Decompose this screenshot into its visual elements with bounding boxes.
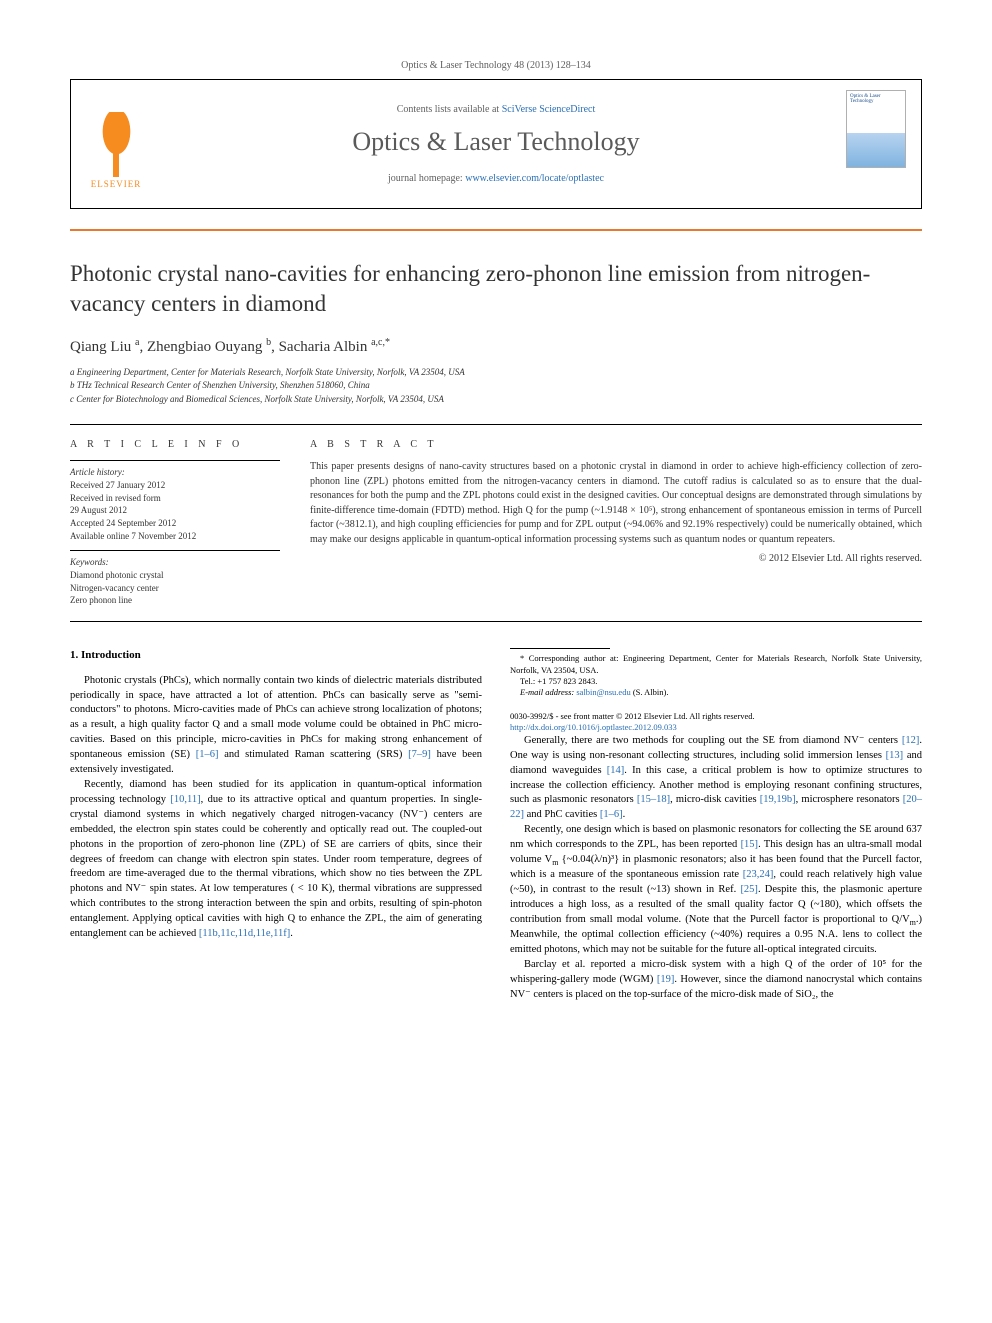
journal-header-box: ELSEVIER Contents lists available at Sci…: [70, 79, 922, 209]
p1-t2: and stimulated Raman scattering (SRS): [218, 749, 408, 760]
p2-t3: .: [290, 928, 293, 939]
p3-t7: and PhC cavities: [524, 809, 600, 820]
history-label: Article history:: [70, 467, 280, 477]
paragraph-1: Photonic crystals (PhCs), which normally…: [70, 674, 482, 778]
ref-23-24[interactable]: [23,24]: [743, 869, 774, 880]
p2-t2: , due to its attractive optical and quan…: [70, 794, 482, 939]
ref-7-9[interactable]: [7–9]: [408, 749, 431, 760]
ref-14[interactable]: [14]: [607, 765, 625, 776]
ref-13[interactable]: [13]: [886, 750, 904, 761]
abstract-label: A B S T R A C T: [310, 439, 922, 450]
homepage-link[interactable]: www.elsevier.com/locate/optlastec: [465, 173, 604, 184]
orange-rule: [70, 229, 922, 231]
info-inner-rule-2: [70, 550, 280, 551]
contents-lists-line: Contents lists available at SciVerse Sci…: [397, 104, 596, 115]
article-info-column: A R T I C L E I N F O Article history: R…: [70, 439, 280, 607]
article-title: Photonic crystal nano-cavities for enhan…: [70, 259, 922, 319]
body-text-columns: 1. Introduction Photonic crystals (PhCs)…: [70, 648, 922, 1003]
telephone-note: Tel.: +1 757 823 2843.: [510, 676, 922, 687]
paragraph-3: Generally, there are two methods for cou…: [510, 734, 922, 823]
ref-19-19b[interactable]: [19,19b]: [760, 794, 796, 805]
affiliation-b: b THz Technical Research Center of Shenz…: [70, 379, 922, 393]
history-accepted: Accepted 24 September 2012: [70, 517, 280, 530]
journal-homepage-line: journal homepage: www.elsevier.com/locat…: [388, 173, 604, 184]
corresponding-author-note: * Corresponding author at: Engineering D…: [510, 653, 922, 676]
journal-title: Optics & Laser Technology: [352, 127, 639, 157]
ref-19[interactable]: [19]: [657, 974, 675, 985]
p3-t5: , micro-disk cavities: [670, 794, 760, 805]
footer-block: 0030-3992/$ - see front matter © 2012 El…: [510, 711, 922, 734]
abstract-column: A B S T R A C T This paper presents desi…: [310, 439, 922, 607]
ref-25[interactable]: [25]: [740, 884, 758, 895]
affiliation-a: a Engineering Department, Center for Mat…: [70, 366, 922, 380]
paragraph-5: Barclay et al. reported a micro-disk sys…: [510, 958, 922, 1003]
p3-t1: Generally, there are two methods for cou…: [524, 735, 902, 746]
paragraph-2: Recently, diamond has been studied for i…: [70, 778, 482, 942]
journal-cover-area: Optics & Laser Technology: [831, 80, 921, 208]
info-inner-rule-1: [70, 460, 280, 461]
elsevier-text: ELSEVIER: [91, 179, 142, 189]
author-2: Zhengbiao Ouyang: [147, 339, 262, 355]
ref-11b-11f[interactable]: [11b,11c,11d,11e,11f]: [199, 928, 290, 939]
keywords-label: Keywords:: [70, 557, 280, 567]
history-received: Received 27 January 2012: [70, 479, 280, 492]
email-link[interactable]: salbin@nsu.edu: [576, 687, 630, 697]
footnote-rule: [510, 648, 610, 649]
affiliations-block: a Engineering Department, Center for Mat…: [70, 366, 922, 407]
sciencedirect-link[interactable]: SciVerse ScienceDirect: [502, 104, 596, 115]
ref-10-11[interactable]: [10,11]: [170, 794, 200, 805]
author-3-aff: a,c,*: [371, 337, 390, 348]
ref-1-6-b[interactable]: [1–6]: [600, 809, 623, 820]
rule-above-info: [70, 424, 922, 425]
journal-cover-thumbnail: Optics & Laser Technology: [846, 90, 906, 168]
elsevier-tree-icon: [89, 112, 144, 177]
paragraph-4: Recently, one design which is based on p…: [510, 823, 922, 958]
elsevier-logo-area: ELSEVIER: [71, 80, 161, 208]
p1-t1: Photonic crystals (PhCs), which normally…: [70, 675, 482, 761]
homepage-prefix: journal homepage:: [388, 173, 465, 184]
history-online: Available online 7 November 2012: [70, 530, 280, 543]
article-info-label: A R T I C L E I N F O: [70, 439, 280, 450]
front-matter-line: 0030-3992/$ - see front matter © 2012 El…: [510, 711, 922, 722]
abstract-text: This paper presents designs of nano-cavi…: [310, 460, 922, 547]
abstract-copyright: © 2012 Elsevier Ltd. All rights reserved…: [310, 553, 922, 564]
email-label: E-mail address:: [520, 687, 576, 697]
email-suffix: (S. Albin).: [631, 687, 669, 697]
email-note: E-mail address: salbin@nsu.edu (S. Albin…: [510, 687, 922, 698]
author-1: Qiang Liu: [70, 339, 131, 355]
keyword-2: Nitrogen-vacancy center: [70, 582, 280, 595]
rule-below-abstract: [70, 621, 922, 622]
history-revised-1: Received in revised form: [70, 492, 280, 505]
authors-line: Qiang Liu a, Zhengbiao Ouyang b, Sachari…: [70, 337, 922, 356]
contents-prefix: Contents lists available at: [397, 104, 502, 115]
section-1-heading: 1. Introduction: [70, 648, 482, 664]
keyword-1: Diamond photonic crystal: [70, 569, 280, 582]
journal-reference: Optics & Laser Technology 48 (2013) 128–…: [70, 60, 922, 71]
history-revised-2: 29 August 2012: [70, 504, 280, 517]
ref-15[interactable]: [15]: [741, 839, 759, 850]
author-1-aff: a: [135, 337, 139, 348]
author-2-aff: b: [266, 337, 271, 348]
doi-link[interactable]: http://dx.doi.org/10.1016/j.optlastec.20…: [510, 722, 677, 732]
keyword-3: Zero phonon line: [70, 594, 280, 607]
ref-1-6[interactable]: [1–6]: [196, 749, 219, 760]
author-3: Sacharia Albin: [279, 339, 368, 355]
ref-12[interactable]: [12]: [902, 735, 920, 746]
p3-t6: , microsphere resonators: [796, 794, 903, 805]
affiliation-c: c Center for Biotechnology and Biomedica…: [70, 393, 922, 407]
ref-15-18[interactable]: [15–18]: [637, 794, 670, 805]
p3-t8: .: [623, 809, 626, 820]
elsevier-logo: ELSEVIER: [81, 99, 151, 189]
